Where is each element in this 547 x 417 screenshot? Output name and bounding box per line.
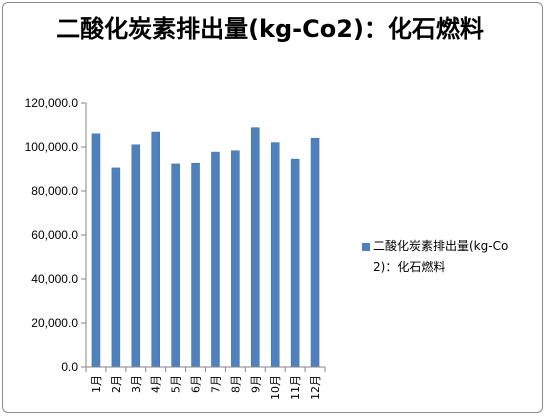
y-tick-label: 40,000.0 — [31, 272, 78, 286]
y-tick-label: 0.0 — [61, 360, 78, 374]
x-tick-label: 4月 — [150, 375, 163, 393]
x-axis: 1月 2月 3月 4月 5月 6月 7月 8月 9月 10月 11月 12月 — [85, 366, 326, 400]
y-tick-label: 60,000.0 — [31, 228, 78, 242]
x-tick-label: 9月 — [249, 375, 262, 393]
legend-swatch — [362, 243, 370, 251]
bar — [91, 133, 101, 368]
x-tick-label: 10月 — [269, 375, 282, 400]
x-tick-label: 5月 — [170, 375, 183, 393]
bar — [171, 163, 180, 368]
bar — [251, 127, 260, 368]
bar — [310, 137, 320, 368]
y-tick-label: 100,000.0 — [25, 140, 79, 154]
bar — [131, 144, 141, 368]
y-tick-label: 120,000.0 — [25, 96, 79, 110]
bar — [290, 158, 300, 368]
bar — [191, 163, 200, 368]
bar — [151, 131, 160, 368]
x-tick-label: 7月 — [209, 375, 222, 393]
bar — [111, 167, 121, 368]
bar — [270, 142, 280, 368]
y-tick-label: 20,000.0 — [31, 316, 78, 330]
x-tick-label: 1月 — [90, 375, 103, 393]
bars — [91, 127, 320, 368]
x-tick-label: 12月 — [309, 375, 322, 400]
x-tick-label: 8月 — [229, 375, 242, 393]
y-tick-label: 80,000.0 — [31, 184, 78, 198]
bar — [231, 150, 240, 368]
legend-label: 二酸化炭素排出量(kg-Co2)：化石燃料 — [373, 239, 509, 274]
bar — [211, 151, 220, 368]
y-axis: 0.0 20,000.0 40,000.0 60,000.0 80,000.0 100,0… — [25, 96, 87, 374]
x-tick-label: 3月 — [130, 375, 143, 393]
chart-title: 二酸化炭素排出量(kg-Co2)：化石燃料 — [56, 15, 484, 43]
x-tick-label: 11月 — [289, 375, 302, 400]
x-tick-label: 6月 — [190, 375, 203, 393]
x-tick-label: 2月 — [110, 375, 123, 393]
